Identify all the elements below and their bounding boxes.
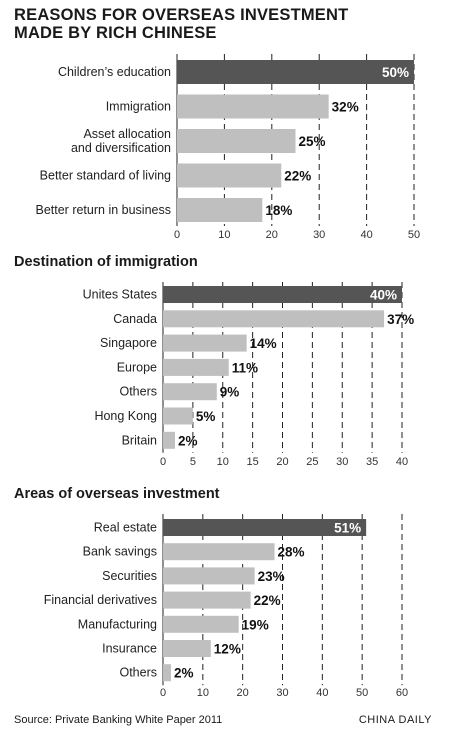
investment-bar xyxy=(163,519,367,536)
immigration-chart-title: Destination of immigration xyxy=(14,254,198,270)
immigration-value-label: 14% xyxy=(250,336,277,351)
reasons-category-label: Better standard of living xyxy=(40,169,171,183)
immigration-bar xyxy=(163,431,175,449)
immigration-tick-label: 20 xyxy=(276,456,288,468)
investment-category-label: Insurance xyxy=(102,642,157,656)
immigration-category-label: Singapore xyxy=(100,336,157,350)
immigration-bar xyxy=(163,310,385,328)
reasons-category-label: Better return in business xyxy=(36,203,172,217)
reasons-value-label: 32% xyxy=(332,100,359,115)
investment-bar xyxy=(163,615,239,633)
immigration-value-label: 9% xyxy=(220,385,240,400)
immigration-tick-label: 25 xyxy=(306,456,318,468)
investment-category-label: Others xyxy=(119,666,157,680)
reasons-value-label: 25% xyxy=(299,134,326,149)
immigration-bar xyxy=(163,383,217,401)
main-title: REASONS FOR OVERSEAS INVESTMENT MADE BY … xyxy=(14,6,349,42)
reasons-tick-label: 50 xyxy=(408,229,420,241)
immigration-tick-label: 35 xyxy=(366,456,378,468)
investment-tick-label: 40 xyxy=(316,687,328,699)
investment-value-label: 51% xyxy=(334,521,361,536)
reasons-bar xyxy=(177,60,414,84)
reasons-value-label: 18% xyxy=(265,203,292,218)
immigration-bar-chart: Unites States 40% Canada 37% Singapore 14% Eur… xyxy=(83,282,414,468)
reasons-bar xyxy=(177,129,296,153)
immigration-category-label: Unites States xyxy=(83,288,157,302)
immigration-value-label: 11% xyxy=(232,360,258,375)
investment-chart-title: Areas of overseas investment xyxy=(14,486,220,502)
immigration-value-label: 5% xyxy=(196,409,216,424)
immigration-category-label: Europe xyxy=(117,360,157,374)
reasons-tick-label: 0 xyxy=(174,229,180,241)
reasons-bar xyxy=(177,94,329,119)
investment-category-label: Financial derivatives xyxy=(44,593,157,607)
investment-category-label: Bank savings xyxy=(83,545,157,559)
investment-bar xyxy=(163,543,275,561)
immigration-category-label: Others xyxy=(119,385,157,399)
immigration-category-label: Canada xyxy=(113,312,157,326)
immigration-bar xyxy=(163,358,229,376)
investment-tick-label: 20 xyxy=(237,687,249,699)
investment-bar xyxy=(163,567,255,585)
immigration-tick-label: 15 xyxy=(247,456,259,468)
investment-tick-label: 60 xyxy=(396,687,408,699)
immigration-value-label: 2% xyxy=(178,433,198,448)
immigration-category-label: Britain xyxy=(122,433,157,447)
investment-bar xyxy=(163,591,251,609)
investment-bar-chart: Real estate 51% Bank savings 28% Securities 2… xyxy=(44,514,408,699)
investment-tick-label: 0 xyxy=(160,687,166,699)
reasons-category-label: Asset allocation and diversification xyxy=(71,127,171,155)
investment-value-label: 23% xyxy=(258,569,285,584)
investment-category-label: Real estate xyxy=(94,521,157,535)
immigration-tick-label: 0 xyxy=(160,456,166,468)
source-note: Source: Private Banking White Paper 2011 xyxy=(14,714,223,726)
immigration-bar xyxy=(163,286,402,303)
reasons-value-label: 22% xyxy=(284,169,311,184)
reasons-bar xyxy=(177,198,263,222)
immigration-tick-label: 5 xyxy=(190,456,196,468)
investment-category-label: Securities xyxy=(102,569,157,583)
investment-value-label: 19% xyxy=(242,617,269,632)
credit-label: CHINA DAILY xyxy=(358,714,432,726)
investment-value-label: 22% xyxy=(254,593,281,608)
reasons-bar-chart: Children’s education 50% Immigration 32% Ass… xyxy=(36,54,420,241)
investment-bar xyxy=(163,664,171,682)
investment-tick-label: 50 xyxy=(356,687,368,699)
reasons-tick-label: 10 xyxy=(218,229,230,241)
immigration-value-label: 37% xyxy=(387,312,414,327)
reasons-tick-label: 30 xyxy=(313,229,325,241)
reasons-category-label: Children’s education xyxy=(58,65,171,79)
reasons-tick-label: 20 xyxy=(266,229,278,241)
investment-bar xyxy=(163,640,211,657)
investment-value-label: 12% xyxy=(214,642,241,657)
immigration-tick-label: 10 xyxy=(217,456,229,468)
immigration-category-label: Hong Kong xyxy=(94,409,157,423)
investment-value-label: 28% xyxy=(278,545,305,560)
investment-tick-label: 30 xyxy=(276,687,288,699)
reasons-category-label: Immigration xyxy=(106,100,171,114)
immigration-bar xyxy=(163,407,193,425)
reasons-tick-label: 40 xyxy=(360,229,372,241)
immigration-tick-label: 30 xyxy=(336,456,348,468)
immigration-value-label: 40% xyxy=(370,288,397,303)
investment-category-label: Manufacturing xyxy=(78,617,157,631)
investment-value-label: 2% xyxy=(174,666,194,681)
reasons-bar xyxy=(177,163,282,188)
reasons-value-label: 50% xyxy=(382,65,409,80)
immigration-bar xyxy=(163,334,247,352)
immigration-tick-label: 40 xyxy=(396,456,408,468)
investment-tick-label: 10 xyxy=(197,687,209,699)
